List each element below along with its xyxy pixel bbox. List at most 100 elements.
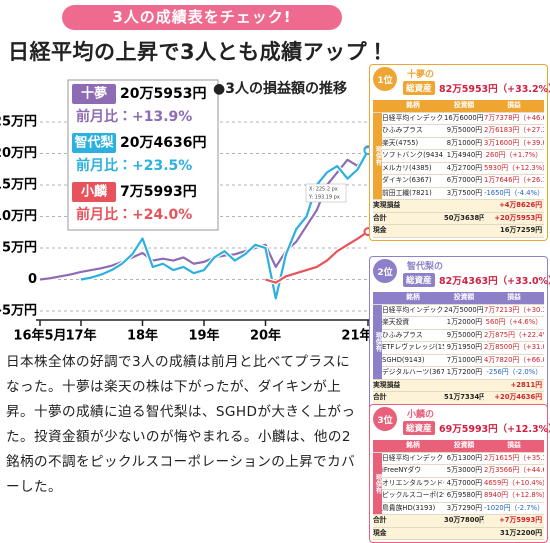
profit: 5930円（+12.3%） <box>484 163 544 175</box>
profit: 8940円（+12.8%） <box>484 490 544 503</box>
tooltip-text: Y: 193.19 px <box>308 195 340 201</box>
invest-amount: 1万4940円 <box>444 150 484 163</box>
invest-amount: 9万1950円 <box>444 342 484 355</box>
series-line <box>80 150 369 300</box>
total-invest: 51万7334円 <box>444 392 484 405</box>
side-label: 現保有 <box>373 304 382 380</box>
stock-name: SGHD(9143) <box>382 355 444 367</box>
stock-name: 楽天(4755) <box>382 138 444 150</box>
total-tag: 総資産 <box>403 273 435 287</box>
invest-amount: 7万1000円 <box>444 355 484 367</box>
invest-amount: 9万5000円 <box>444 330 484 342</box>
profit: 1万7646円（+26.1%） <box>484 175 544 188</box>
realized-label: 実現損益 <box>373 379 444 392</box>
profit: -1020円（-2.7%） <box>484 503 544 515</box>
profit: 560円（+4.6%） <box>484 317 544 330</box>
stock-name: 前田工繊(7821) <box>382 188 444 200</box>
callout-tag <box>72 84 116 104</box>
cash-invest <box>444 225 484 238</box>
callout-amount: 20万5953円 <box>120 86 206 102</box>
rank-badge: 2位 <box>373 259 397 283</box>
y-tick-label: 10万円 <box>0 209 37 224</box>
table-header: 投資額 <box>444 440 484 453</box>
table-header: 投資額 <box>444 292 484 305</box>
invest-amount: 6万1300円 <box>444 453 484 465</box>
holdings-table: 銘柄投資額損益現保有日経平均インデックス6万1300円2万1615円（+35.3… <box>373 440 544 540</box>
stock-name: ソフトバンク(9434) <box>382 150 444 163</box>
invest-amount: 8万1000円 <box>444 138 484 150</box>
x-tick-label: 19年 <box>188 328 219 344</box>
rank-badge: 3位 <box>373 407 397 431</box>
table-header: 損益 <box>484 440 544 453</box>
profit: 7万7378円（+46.6%） <box>484 113 544 125</box>
page-title: 日経平均の上昇で3人とも成績アップ！ <box>8 40 389 64</box>
total-value: 69万5993円（+12.3%） <box>439 424 550 435</box>
profit: -256円（-2.0%） <box>484 367 544 380</box>
spacer <box>373 292 382 305</box>
spacer <box>373 440 382 453</box>
side-label: 現保有 <box>373 112 382 200</box>
callout-change: 前月比：+13.9% <box>76 108 192 125</box>
x-tick-label: 20年 <box>250 328 281 344</box>
realized-value: +2811円 <box>484 379 544 392</box>
stock-name: iFreeNYダウ <box>382 465 444 478</box>
stock-name: オリエンタルランド(4661) <box>382 478 444 490</box>
profit: -1650円（-4.4%） <box>484 188 544 200</box>
tooltip-box <box>305 183 347 203</box>
total-label: 合計 <box>373 515 444 528</box>
rank-panel: 2位 智代梨の 総資産 82万4363円（+33.0%） 銘柄 投資額 損益 現保有 日経平均イ… <box>369 256 550 420</box>
callout-amount: 7万5993円 <box>120 184 197 200</box>
series-line <box>265 230 369 284</box>
stock-name: メルカリ(4385) <box>382 163 444 175</box>
callout-tag <box>72 182 116 202</box>
table-header: 損益 <box>484 100 544 113</box>
stock-name: ETFレヴァレッジ(1570) <box>382 342 444 355</box>
panel-head: 2位 智代梨の 総資産 82万4363円（+33.0%） <box>373 259 550 292</box>
owner-label: 智代梨の <box>407 262 444 272</box>
x-tick-label: 18年 <box>127 328 158 344</box>
header-band: 3人の成績表をチェック! <box>62 5 342 30</box>
stock-name: 日経平均インデックス <box>382 453 444 465</box>
invest-amount: 4万7000円 <box>444 478 484 490</box>
profit: 4659円（+10.4%） <box>484 478 544 490</box>
total-tag: 総資産 <box>403 421 435 435</box>
profit: 7万7213円（+30.3%） <box>484 305 544 317</box>
invest-amount: 3万7500円 <box>444 188 484 200</box>
table-header: 銘柄 <box>382 100 444 113</box>
cash-label: 現金 <box>373 527 444 540</box>
realized-value: +4万8626円 <box>484 200 544 213</box>
cash-invest <box>444 527 484 540</box>
realized-invest <box>444 379 484 392</box>
realized-label: 実現損益 <box>373 200 444 213</box>
invest-amount: 1万7200円 <box>444 367 484 380</box>
holdings-table: 銘柄 投資額 損益 現保有 日経平均インデックス 24万5000円 7万7213円（+30.… <box>373 292 544 417</box>
series-line <box>39 149 369 281</box>
profit: 3万1600円（+39.0%） <box>484 138 544 150</box>
profit: 2万6183円（+27.3%） <box>484 125 544 138</box>
invest-amount: 9万5000円 <box>444 125 484 138</box>
callout-frame <box>67 79 219 231</box>
panel-head: 1位 十夢の 総資産 82万5953円（+33.2%） <box>373 67 550 100</box>
table-header: 投資額 <box>444 100 484 113</box>
total-invest: 50万3638円 <box>444 212 484 225</box>
callout-change: 前月比：+23.5% <box>76 157 192 174</box>
chart-title: ●3人の損益額の推移 <box>213 81 347 97</box>
cash-value: 16万7259円 <box>484 225 544 238</box>
rank-panel: 1位 十夢の 総資産 82万5953円（+33.2%） 銘柄 投資額 損益 現保有 日経平均イン… <box>369 64 550 241</box>
cash-label: 現金 <box>373 225 444 238</box>
x-tick-label: 17年 <box>65 328 96 344</box>
owner-label: 小麟の <box>407 410 435 420</box>
rank-panel: 3位 小麟の 総資産 69万5993円（+12.3%） 銘柄 投資額 損益 現保有 日経平均イン… <box>369 404 550 543</box>
callout-name: 小麟 <box>81 184 107 200</box>
profit: 2万8500円（+31.0%） <box>484 342 544 355</box>
total-value: +7万5993円 <box>484 515 544 528</box>
total-tag: 総資産 <box>403 81 435 95</box>
spacer <box>373 100 382 113</box>
total-value: 82万5953円（+33.2%） <box>439 84 550 95</box>
holdings-table: 銘柄 投資額 損益 現保有 日経平均インデックス 16万6000円 7万7378円（+46.… <box>373 100 544 238</box>
table-header: 銘柄 <box>382 292 444 305</box>
side-label: 現保有 <box>373 452 382 515</box>
callout-amount: 20万4636円 <box>120 135 206 151</box>
